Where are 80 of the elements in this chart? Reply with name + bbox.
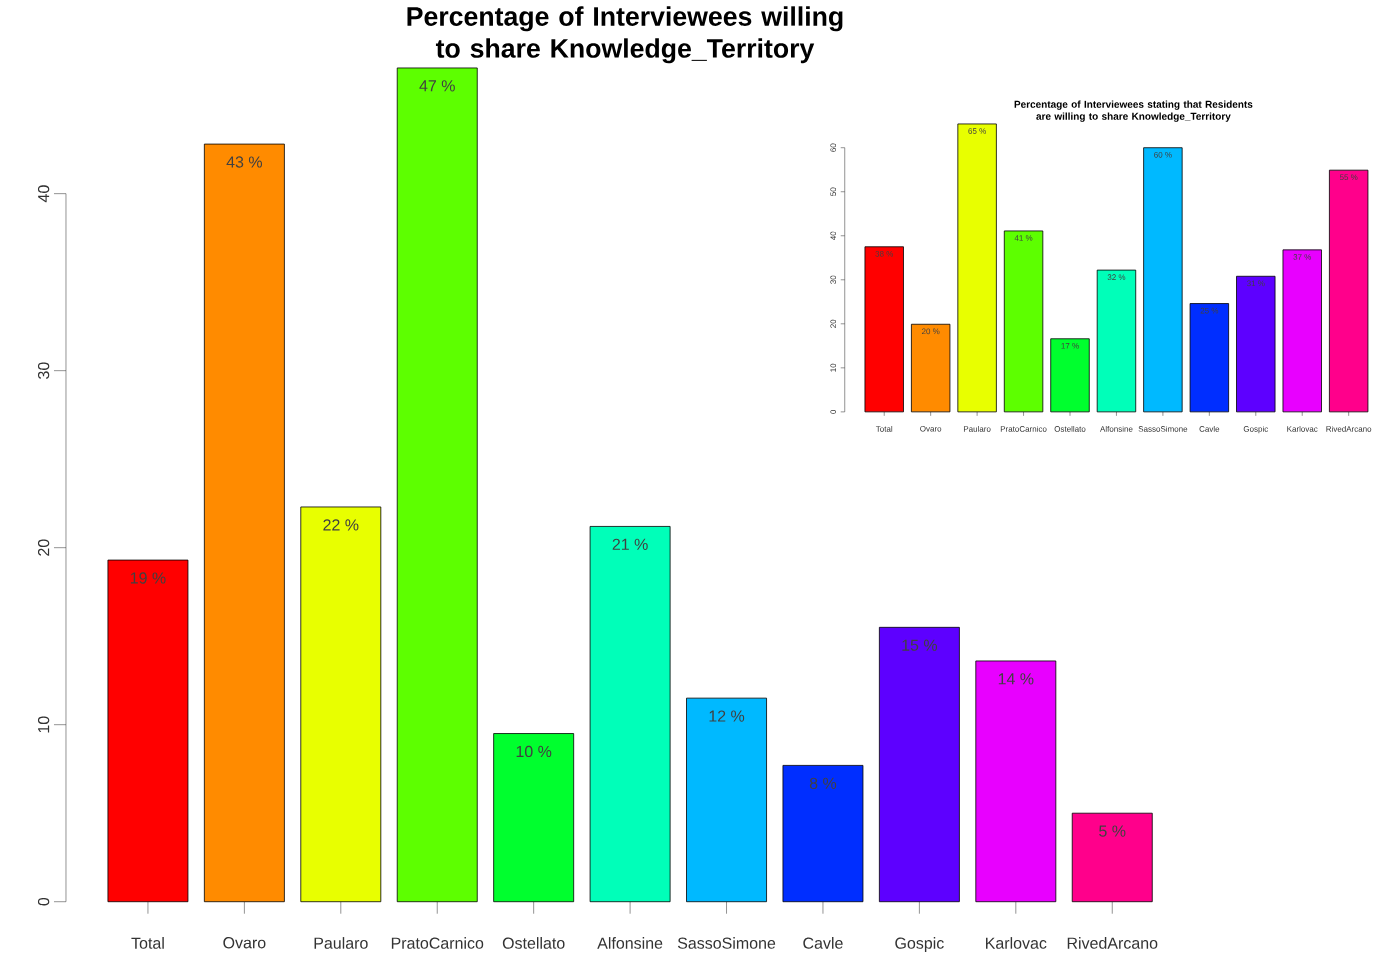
data-label: 25 % [1200,307,1219,314]
x-tick-label: Ovaro [223,937,266,949]
x-tick-label: SassoSimone [677,937,776,949]
data-label: 41 % [1014,235,1033,241]
y-tick-label: 30 [37,362,50,380]
bar [1189,303,1230,413]
bar [864,246,904,413]
y-tick-label: 0 [830,410,837,414]
y-tick-label: 20 [37,539,50,556]
bar [300,506,382,903]
data-label: 12 % [709,710,745,722]
data-label: 10 % [516,745,552,758]
bar [782,765,864,903]
data-label: 14 % [998,673,1034,685]
bar [1050,338,1090,413]
bar [1329,169,1369,413]
data-label: 37 % [1293,254,1312,260]
bar [1143,147,1183,413]
bar [493,733,575,903]
data-label: 15 % [902,639,938,651]
bar [1096,269,1137,413]
bar [1282,249,1322,413]
bar [1071,812,1153,903]
y-tick-label: 10 [830,363,837,372]
data-label: 19 % [130,572,166,584]
data-label: 22 % [323,519,359,531]
x-tick-label: Ostellato [502,937,565,949]
x-tick-label: SassoSimone [1138,426,1188,432]
bar [975,660,1057,903]
y-tick-label: 50 [830,187,837,197]
x-tick-label: Cavle [803,937,843,949]
data-label: 8 % [809,777,837,790]
bar [203,143,285,903]
x-tick-label: Cavle [1199,426,1220,432]
x-tick-label: RivedArcano [1067,937,1158,949]
x-tick-label: Alfonsine [1100,426,1133,432]
bar [1236,276,1276,413]
x-tick-label: Paularo [314,937,368,949]
bar [589,526,671,903]
y-tick-label: 20 [830,319,837,329]
bar [957,123,997,413]
data-label: 17 % [1061,343,1079,349]
bar [910,324,951,413]
x-tick-label: Paularo [963,426,991,432]
data-label: 5 % [1099,825,1126,837]
data-label: 60 % [1154,152,1172,158]
x-tick-label: Karlovac [1287,426,1318,432]
chart-title: Percentage of Interviewees willing to share Knowledge_Territory [407,6,843,64]
x-tick-label: Ovaro [920,426,942,432]
data-label: 47 % [419,80,455,92]
x-tick-label: PratoCarnico [1000,426,1047,432]
y-tick-label: 40 [830,231,837,241]
x-tick-label: Total [875,426,893,432]
y-tick-label: 0 [37,898,50,906]
bar [1003,230,1044,413]
data-label: 43 % [226,156,263,168]
y-tick-label: 30 [830,275,837,285]
x-tick-label: Ostellato [1054,426,1086,432]
data-label: 31 % [1246,280,1265,287]
bar [878,627,960,903]
x-tick-label: Karlovac [986,937,1047,949]
data-label: 55 % [1339,174,1358,181]
bar [686,697,767,903]
bar [107,559,189,903]
x-tick-label: PratoCarnico [391,937,484,949]
chart-title: Percentage of Interviewees stating that Residents are willing to share Knowledge_Territory [1014,100,1253,123]
data-label: 65 % [968,128,986,135]
data-label: 21 % [612,538,648,551]
y-tick-label: 60 [830,143,837,152]
x-tick-label: RivedArcano [1326,426,1372,432]
data-label: 38 % [875,251,894,257]
x-tick-label: Total [131,937,164,949]
x-tick-label: Alfonsine [597,937,663,949]
data-label: 32 % [1107,274,1126,281]
x-tick-label: Gospic [895,937,944,953]
x-tick-label: Gospic [1243,426,1269,434]
y-tick-label: 40 [37,185,50,203]
bar [396,67,478,903]
data-label: 20 % [921,328,940,335]
y-tick-label: 10 [37,716,50,733]
